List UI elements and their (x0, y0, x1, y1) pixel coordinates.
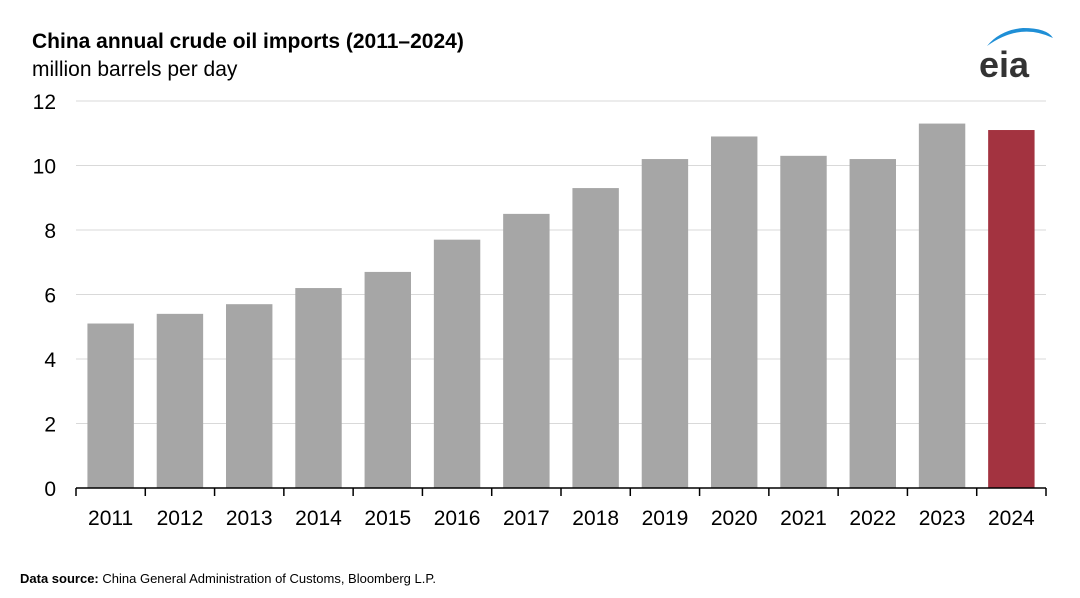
bar-2011 (87, 323, 134, 488)
bar-2024 (988, 130, 1035, 488)
y-tick-label: 10 (33, 156, 56, 179)
x-tick-label: 2015 (364, 507, 411, 530)
x-tick-label: 2013 (226, 507, 273, 530)
bar-2020 (711, 136, 758, 488)
x-tick-label: 2024 (988, 507, 1035, 530)
bar-2018 (572, 188, 619, 488)
chart-title: China annual crude oil imports (2011–202… (32, 30, 464, 53)
y-tick-label: 0 (44, 478, 56, 501)
y-tick-label: 4 (44, 349, 56, 372)
y-tick-label: 6 (44, 285, 56, 308)
x-tick-label: 2018 (572, 507, 619, 530)
bar-2022 (849, 159, 896, 489)
x-tick-label: 2014 (295, 507, 342, 530)
bar-2021 (780, 155, 827, 488)
bar-2019 (641, 159, 689, 489)
y-tick-label: 2 (44, 414, 56, 437)
y-tick-label: 8 (44, 220, 56, 243)
bar-2023 (918, 123, 966, 488)
eia-logo: eia (975, 24, 1055, 89)
bar-2012 (156, 313, 204, 488)
chart-subtitle: million barrels per day (32, 58, 238, 81)
y-tick-label: 12 (33, 91, 56, 114)
x-tick-label: 2011 (88, 507, 133, 530)
x-tick-label: 2017 (503, 507, 550, 530)
logo-arc-icon (987, 28, 1053, 46)
bar-2017 (503, 213, 550, 488)
x-tick-label: 2023 (919, 507, 966, 530)
x-tick-label: 2019 (642, 507, 689, 530)
x-tick-label: 2020 (711, 507, 758, 530)
x-tick-label: 2012 (157, 507, 204, 530)
bar-2015 (364, 271, 411, 488)
x-tick-label: 2022 (849, 507, 896, 530)
bar-2016 (433, 239, 481, 488)
bar-2013 (226, 304, 273, 488)
source-text: China General Administration of Customs,… (102, 571, 436, 586)
source-label: Data source: (20, 571, 99, 586)
logo-text: eia (979, 44, 1030, 84)
data-source: Data source: China General Administratio… (20, 571, 436, 586)
x-tick-label: 2021 (780, 507, 827, 530)
bar-2014 (295, 288, 342, 488)
x-tick-label: 2016 (434, 507, 481, 530)
